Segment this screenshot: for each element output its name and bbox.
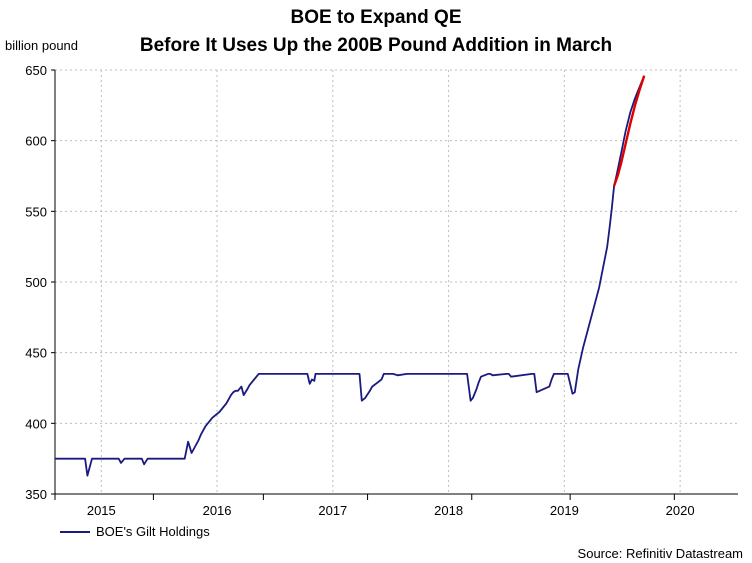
x-tick-label: 2015 <box>87 503 116 518</box>
x-tick-label: 2018 <box>434 503 463 518</box>
y-tick-label: 600 <box>25 134 47 149</box>
y-tick-label: 500 <box>25 275 47 290</box>
y-tick-label: 650 <box>25 63 47 78</box>
series-lines <box>55 75 646 477</box>
legend-swatch <box>60 530 90 533</box>
y-tick-label: 550 <box>25 204 47 219</box>
axes <box>51 69 738 500</box>
source-note: Source: Refinitiv Datastream <box>577 546 743 561</box>
y-tick-label: 450 <box>25 346 47 361</box>
legend: BOE's Gilt Holdings <box>60 524 210 539</box>
x-tick-label: 2016 <box>203 503 232 518</box>
chart-subtitle: Before It Uses Up the 200B Pound Additio… <box>139 35 613 56</box>
chart-title: BOE to Expand QE <box>290 7 462 28</box>
x-tick-label: 2020 <box>666 503 695 518</box>
series-line-gilt-holdings <box>55 75 646 477</box>
x-tick-label: 2017 <box>318 503 347 518</box>
grid-lines <box>55 69 738 494</box>
y-tick-labels: 350 400 450 500 550 600 650 <box>25 63 47 502</box>
y-axis-unit-label: billion pound <box>5 38 79 53</box>
y-tick-label: 350 <box>25 487 47 502</box>
y-tick-label: 400 <box>25 416 47 431</box>
legend-label: BOE's Gilt Holdings <box>96 524 210 539</box>
series-line-projected <box>612 75 646 187</box>
x-tick-labels: 2015 2016 2017 2018 2019 2020 <box>87 503 695 518</box>
x-tick-label: 2019 <box>550 503 579 518</box>
